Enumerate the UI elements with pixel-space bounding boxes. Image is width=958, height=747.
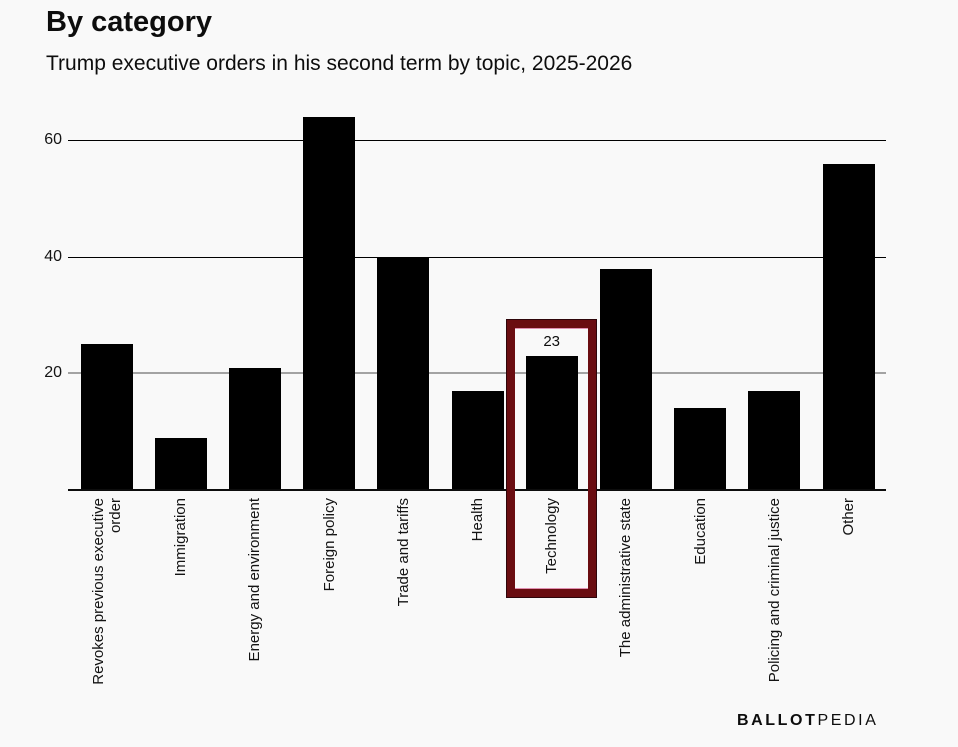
chart-subtitle: Trump executive orders in his second ter… [46,52,633,75]
bar-the-administrative-state [599,268,652,490]
x-axis-label: Policing and criminal justice [765,498,783,683]
bar-policing-and-criminal-justice [748,390,801,490]
gridline-20 [68,372,886,374]
x-axis-label: The administrative state [617,498,635,658]
x-axis-label: Energy and environment [246,498,264,662]
x-axis-label: Other [840,498,857,536]
chart-title: By category [46,6,213,38]
gridline-60 [68,140,886,141]
x-axis-line [68,489,886,491]
y-tick-label-40: 40 [44,248,62,265]
x-axis-label: Foreign policy [320,498,338,592]
gridline-40 [68,257,886,258]
x-axis-label: Revokes previous executive order [89,498,124,685]
bar-value-label: 23 [543,332,561,350]
bar-technology [525,355,578,490]
brand-text-light: PEDIA [817,712,879,729]
x-axis-label: Health [469,498,486,542]
y-tick-label-60: 60 [44,131,62,148]
bar-energy-and-environment [228,367,281,490]
ballotpedia-logo: BALLOTPEDIA [737,712,879,730]
x-axis-label: Trade and tariffs [394,498,412,607]
y-tick-label-20: 20 [44,364,62,381]
x-axis-label: Education [691,498,709,565]
x-axis-label: Immigration [172,498,190,577]
highlight-box [506,318,598,598]
bar-foreign-policy [303,117,356,490]
bar-health [451,390,504,490]
bar-education [674,408,727,490]
bar-other [822,163,875,490]
bar-immigration [154,437,207,490]
brand-text-bold: BALLOT [737,712,818,729]
bar-trade-and-tariffs [377,256,430,490]
bar-revokes-previous-executive-order [80,344,133,490]
